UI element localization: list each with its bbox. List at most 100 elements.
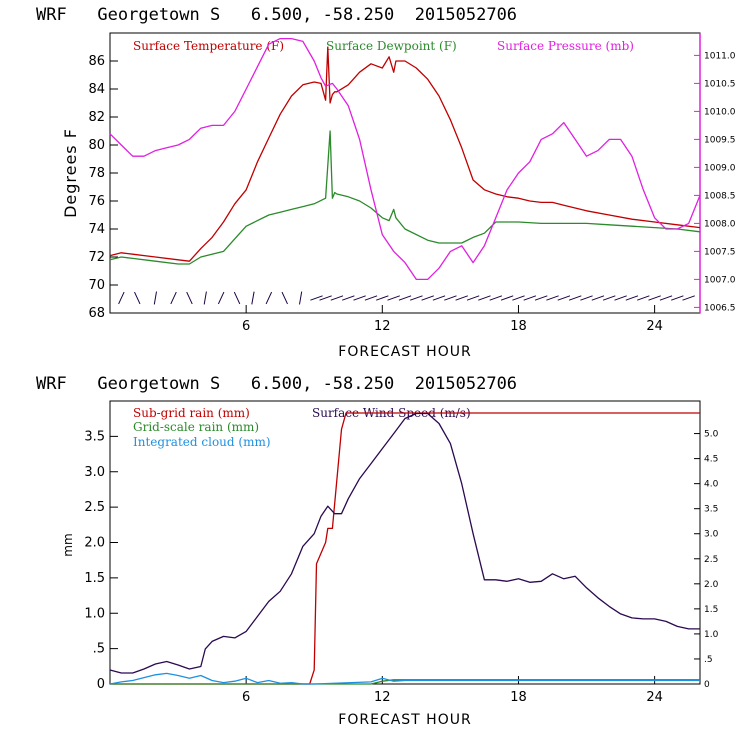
panel2-x-tick-label: 12 bbox=[374, 690, 391, 705]
wind-barb bbox=[281, 291, 288, 305]
panel2-title: WRF Georgetown S 6.500, -58.250 20150527… bbox=[36, 374, 517, 394]
panel1-legend: Surface Temperature (F) Surface Dewpoint… bbox=[133, 39, 634, 53]
panel2-y2-tick-label: .5 bbox=[704, 655, 713, 665]
wind-barb bbox=[455, 295, 468, 301]
wind-barb bbox=[489, 295, 503, 301]
panel1-y2-tick-label: 1006.5 bbox=[704, 303, 736, 313]
wind-barb bbox=[523, 295, 537, 301]
wind-barb bbox=[421, 295, 434, 301]
panel1-y-tick-label: 68 bbox=[88, 306, 105, 321]
wind-barb bbox=[398, 295, 412, 301]
wind-barb bbox=[546, 295, 559, 301]
panel2-y2-tick-label: 1.0 bbox=[704, 630, 719, 640]
wind-barb bbox=[568, 295, 582, 301]
wind-barb bbox=[387, 295, 400, 301]
panel1-y-tick-label: 86 bbox=[88, 54, 105, 69]
panel2-y2-tick-label: 4.0 bbox=[704, 480, 719, 490]
wind-barb bbox=[580, 295, 593, 301]
wind-barb bbox=[319, 295, 332, 301]
wind-barbs bbox=[118, 291, 695, 305]
wind-barb bbox=[591, 295, 605, 301]
legend-surface-temperature: Surface Temperature (F) bbox=[133, 39, 284, 53]
wind-barb bbox=[170, 291, 177, 305]
panel1-y-tick-label: 70 bbox=[88, 278, 105, 293]
panel2-y-axis-label: mm bbox=[61, 533, 75, 556]
panel2-x-axis-label: FORECAST HOUR bbox=[338, 712, 471, 728]
panel1-x-tick-label: 24 bbox=[646, 319, 663, 334]
wind-barb bbox=[478, 295, 491, 301]
panel2-y-tick-label: .5 bbox=[93, 642, 105, 657]
wind-barb bbox=[432, 295, 446, 301]
panel2-y2-tick-label: 2.0 bbox=[704, 580, 719, 590]
panel2-y-tick-label: 1.0 bbox=[84, 606, 105, 621]
panel2-y2-tick-label: 1.5 bbox=[704, 605, 718, 615]
panel1-frame bbox=[109, 32, 701, 314]
panel1-x-tick-label: 12 bbox=[374, 319, 391, 334]
panel2-y-tick-label: 3.5 bbox=[84, 429, 105, 444]
wind-barb bbox=[251, 291, 255, 305]
panel1-x-tick-label: 18 bbox=[510, 319, 527, 334]
wind-barb bbox=[500, 295, 514, 301]
panel2-y2-tick-label: 2.5 bbox=[704, 555, 718, 565]
panel1-x-tick-label: 6 bbox=[242, 319, 250, 334]
legend-surface-pressure: Surface Pressure (mb) bbox=[497, 39, 634, 53]
wind-barb bbox=[203, 291, 207, 305]
panel1-y-tick-label: 80 bbox=[88, 138, 105, 153]
wind-barb bbox=[134, 291, 141, 305]
wind-barb bbox=[233, 291, 241, 305]
panel2-y-tick-label: 2.0 bbox=[84, 536, 105, 551]
wind-barb bbox=[534, 295, 548, 301]
wind-barb bbox=[353, 295, 366, 301]
series-line-surface-dewpoint bbox=[109, 130, 701, 265]
panel1-y2-tick-label: 1009.5 bbox=[704, 135, 736, 145]
panel2-y-tick-label: 3.0 bbox=[84, 465, 105, 480]
wind-barb bbox=[364, 295, 378, 301]
wind-barb bbox=[625, 295, 639, 301]
panel2-y2-tick-label: 4.5 bbox=[704, 455, 718, 465]
wind-barb bbox=[637, 295, 650, 301]
legend-integrated-cloud: Integrated cloud (mm) bbox=[133, 435, 271, 449]
wind-barb bbox=[614, 295, 627, 301]
wind-barb bbox=[186, 291, 193, 305]
legend-surface-dewpoint: Surface Dewpoint (F) bbox=[326, 39, 457, 53]
series-line-grid-scale-rain bbox=[110, 679, 700, 685]
panel1-y2-tick-label: 1010.5 bbox=[704, 79, 736, 89]
panel2-y2-tick-label: 0 bbox=[704, 680, 710, 690]
panel1-y2-tick-label: 1007.5 bbox=[704, 247, 736, 257]
panel2-y2-tick-label: 5.0 bbox=[704, 430, 719, 440]
wind-barb bbox=[671, 295, 684, 301]
panel1-y-axis-label: Degrees F bbox=[61, 128, 80, 218]
wind-barb bbox=[153, 291, 157, 305]
panel1-y-tick-label: 72 bbox=[88, 250, 105, 265]
wind-barb bbox=[342, 295, 355, 301]
wind-barb bbox=[466, 295, 480, 301]
panel1-title: WRF Georgetown S 6.500, -58.250 20150527… bbox=[36, 5, 517, 25]
wind-barb bbox=[330, 295, 344, 301]
panel1-y2-tick-label: 1008.0 bbox=[704, 219, 736, 229]
panel1-y-tick-label: 76 bbox=[88, 194, 105, 209]
series-line-integrated-cloud bbox=[109, 672, 700, 685]
wind-barb bbox=[648, 295, 661, 301]
panel2-y2-tick-label: 3.5 bbox=[704, 505, 718, 515]
series-line-sub-grid-rain bbox=[110, 412, 700, 685]
panel1-y2-tick-label: 1011.0 bbox=[704, 51, 736, 61]
panel2-y-tick-label: 1.5 bbox=[84, 571, 105, 586]
wind-barb bbox=[410, 295, 423, 301]
series-line-surface-temperature bbox=[109, 46, 701, 262]
panel1-y-tick-label: 82 bbox=[88, 110, 105, 125]
wind-barb bbox=[557, 295, 571, 301]
wind-barb bbox=[376, 295, 389, 301]
panel1-y2-tick-label: 1010.0 bbox=[704, 107, 736, 117]
panel1-y-tick-label: 78 bbox=[88, 166, 105, 181]
wind-barb bbox=[265, 291, 273, 305]
panel2-x-tick-label: 18 bbox=[510, 690, 527, 705]
series-line-surface-pressure bbox=[109, 37, 701, 281]
panel1-x-axis-label: FORECAST HOUR bbox=[338, 344, 471, 360]
panel1-y2-tick-label: 1007.0 bbox=[704, 275, 736, 285]
panel1-y-tick-label: 74 bbox=[88, 222, 105, 237]
legend-grid-scale-rain: Grid-scale rain (mm) bbox=[133, 420, 259, 434]
wind-barb bbox=[659, 295, 673, 301]
wind-barb bbox=[118, 291, 125, 305]
panel2-x-tick-label: 24 bbox=[646, 690, 663, 705]
